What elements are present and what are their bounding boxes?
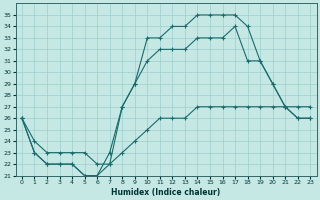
X-axis label: Humidex (Indice chaleur): Humidex (Indice chaleur) [111,188,221,197]
